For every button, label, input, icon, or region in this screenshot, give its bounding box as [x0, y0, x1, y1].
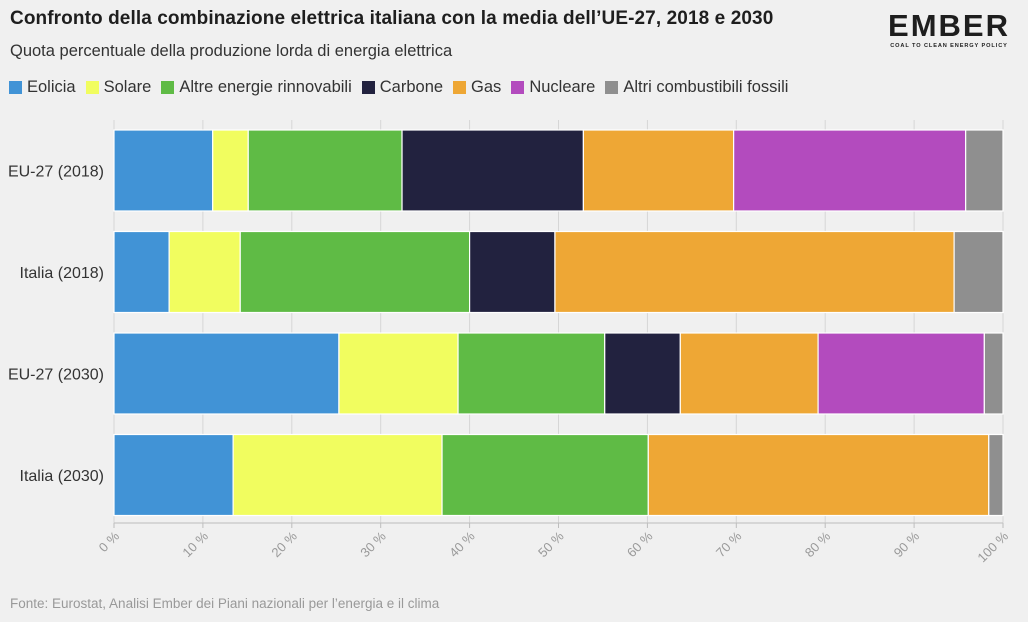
x-tick-label: 80 % [802, 528, 834, 560]
x-tick-label: 90 % [891, 528, 923, 560]
bar-segment-1-2 [239, 230, 471, 314]
legend-label: Gas [471, 78, 502, 96]
bar-segment-1-6 [953, 230, 1004, 314]
category-label: EU-27 (2018) [8, 164, 104, 181]
x-tick-label: 60 % [624, 528, 656, 560]
legend-swatch [453, 81, 467, 94]
bar-segment-0-1 [212, 129, 249, 212]
ember-logo: EMBER COAL TO CLEAN ENERGY POLICY [888, 8, 1010, 50]
legend-label: Carbone [379, 78, 444, 96]
legend-label: Eolicia [27, 78, 76, 96]
legend-swatch [161, 81, 175, 94]
legend-swatch [361, 81, 375, 94]
x-tick-label: 70 % [713, 528, 745, 560]
x-tick-label: 10 % [179, 528, 211, 560]
bar-segment-3-4 [647, 433, 990, 517]
x-tick-label: 30 % [357, 528, 389, 560]
legend-swatch [9, 81, 22, 94]
bar-segment-2-3 [604, 332, 681, 415]
x-tick-label: 40 % [446, 528, 478, 560]
chart-subtitle: Quota percentuale della produzione lorda… [10, 42, 453, 60]
bar-segment-2-0 [113, 332, 340, 415]
category-label: Italia (2018) [20, 265, 105, 282]
legend-label: Altre energie rinnovabili [179, 78, 352, 96]
chart-title: Confronto della combinazione elettrica i… [10, 8, 774, 29]
legend-swatch [605, 81, 619, 94]
bar-segment-0-3 [401, 129, 584, 212]
legend-label: Solare [103, 78, 152, 96]
x-tick-label: 20 % [268, 528, 300, 560]
bar-segment-0-6 [965, 129, 1004, 212]
legend: Eolicia Solare Altre energie rinnovabili Ca… [9, 78, 798, 97]
legend-item-1: Solare [85, 78, 152, 97]
legend-item-2: Altre energie rinnovabili [161, 78, 352, 97]
bar-segment-2-2 [457, 332, 606, 415]
legend-item-3: Carbone [361, 78, 444, 97]
x-tick-label: 50 % [535, 528, 567, 560]
stacked-bar-chart: EU-27 (2018) Italia (2018) EU-27 (2030) Ita… [8, 120, 1011, 565]
bar-segment-3-1 [232, 433, 443, 517]
bar-segment-0-5 [733, 129, 967, 212]
bar-segment-3-6 [988, 433, 1004, 517]
bar-segment-2-5 [817, 332, 985, 415]
legend-swatch [511, 81, 525, 94]
bar-segment-1-1 [168, 230, 241, 314]
bar-segment-2-4 [679, 332, 819, 415]
legend-item-6: Altri combustibili fossili [605, 78, 788, 97]
bar-segment-0-0 [113, 129, 214, 212]
x-tick-label: 0 % [96, 528, 123, 555]
source-note: Fonte: Eurostat, Analisi Ember dei Piani… [10, 596, 440, 611]
bar-segment-2-6 [983, 332, 1004, 415]
legend-item-0: Eolicia [9, 78, 76, 97]
legend-item-4: Gas [453, 78, 501, 97]
bar-segment-3-2 [441, 433, 649, 517]
bar-segment-1-4 [554, 230, 955, 314]
legend-label: Nucleare [529, 78, 596, 96]
logo-wordmark: EMBER [888, 8, 1010, 43]
legend-swatch [85, 81, 99, 94]
bar-segment-0-2 [247, 129, 403, 212]
bar-segment-0-4 [582, 129, 735, 212]
logo-tagline: COAL TO CLEAN ENERGY POLICY [890, 43, 1008, 49]
x-tick-label: 100 % [974, 528, 1011, 565]
legend-label: Altri combustibili fossili [623, 78, 789, 96]
bar-segment-1-3 [469, 230, 556, 314]
category-label: EU-27 (2030) [8, 367, 104, 384]
category-label: Italia (2030) [20, 468, 105, 485]
legend-item-5: Nucleare [511, 78, 595, 97]
bar-segment-2-1 [338, 332, 459, 415]
bar-segment-3-0 [113, 433, 234, 517]
bar-segment-1-0 [113, 230, 170, 314]
